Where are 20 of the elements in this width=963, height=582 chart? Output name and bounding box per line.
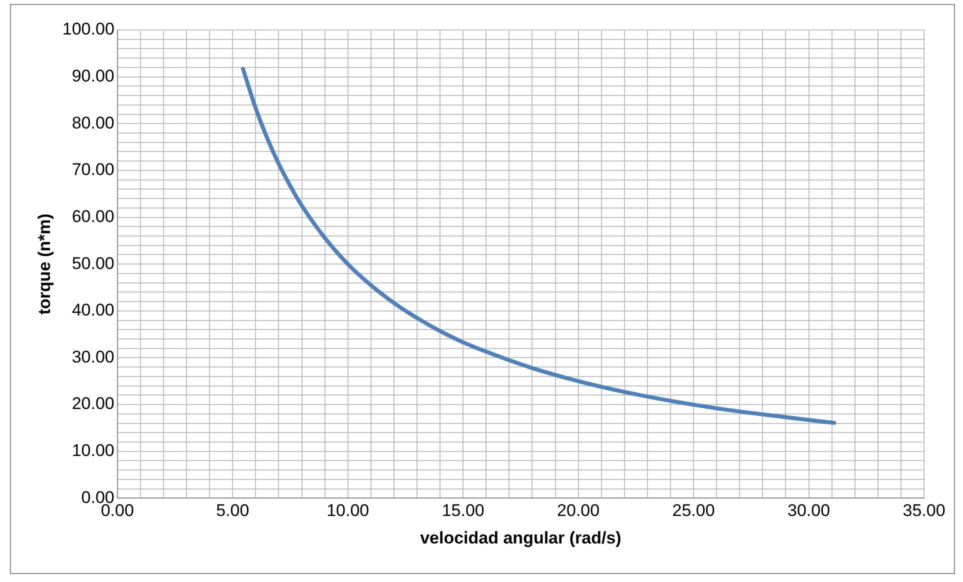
y-tick-label: 60.00 [72,206,114,226]
y-tick-label: 90.00 [72,66,114,86]
y-tick-label: 20.00 [72,394,114,414]
y-tick-label: 50.00 [72,254,114,273]
x-axis-title: velocidad angular (rad/s) [420,528,622,548]
x-tick-label: 15.00 [442,501,484,520]
y-axis-title: torque (n*m) [34,214,54,315]
x-tick-label: 30.00 [787,501,830,520]
y-tick-label: 10.00 [72,441,114,460]
y-tick-label: 30.00 [72,347,114,366]
y-tick-label: 100.00 [62,20,114,39]
x-tick-label: 5.00 [216,501,250,520]
y-tick-label: 80.00 [72,113,114,132]
x-tick-label: 35.00 [902,501,946,520]
x-tick-label: 10.00 [326,501,370,520]
x-tick-label: 20.00 [557,501,600,520]
x-tick-label: 25.00 [672,501,715,520]
line-series [240,66,836,425]
y-tick-label: 70.00 [72,160,114,180]
y-tick-label: 40.00 [72,300,114,320]
